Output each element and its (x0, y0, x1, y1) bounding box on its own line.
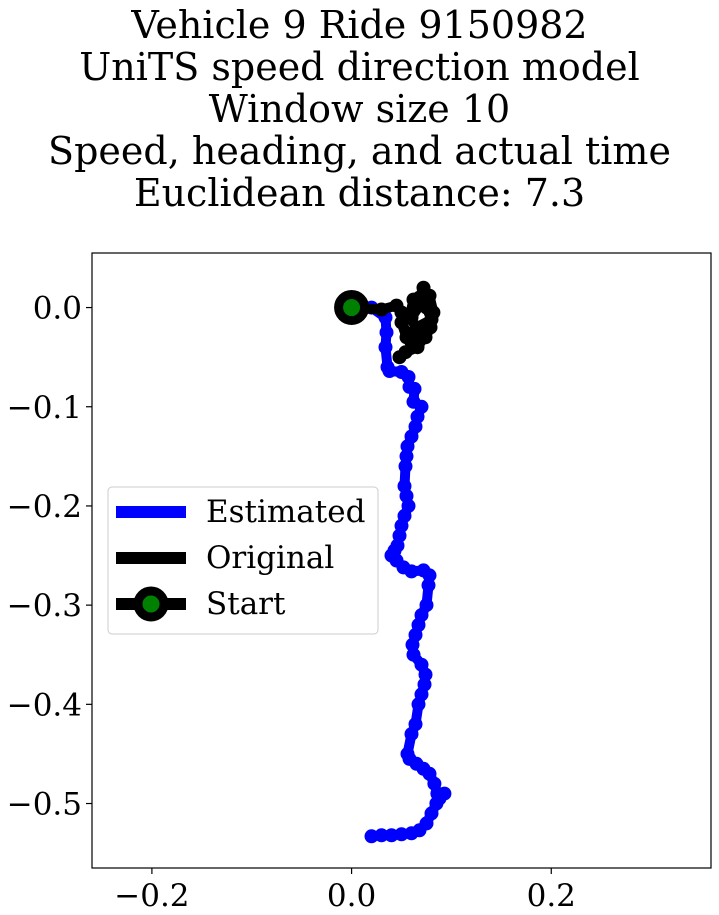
y-tick-label: −0.4 (7, 687, 82, 723)
legend-start-marker (133, 586, 169, 622)
data-point-estimated (404, 564, 419, 579)
data-point-estimated (421, 578, 436, 593)
title-line: UniTS speed direction model (79, 45, 640, 89)
data-point-original (410, 340, 425, 355)
data-point-estimated (404, 727, 419, 742)
data-point-original (406, 292, 421, 307)
data-point-original (423, 320, 438, 335)
series-estimated (344, 300, 452, 844)
series-original (344, 280, 441, 365)
title-line: Euclidean distance: 7.3 (133, 171, 586, 215)
data-point-original (392, 350, 407, 365)
data-point-original (426, 305, 441, 320)
data-point-original (394, 315, 409, 330)
y-tick-label: 0.0 (33, 291, 82, 327)
title-line: Window size 10 (208, 87, 511, 131)
x-tick-label: 0.2 (527, 878, 576, 914)
legend-label-original: Original (206, 540, 334, 576)
data-point-estimated (384, 828, 399, 843)
x-tick-label: 0.0 (327, 878, 376, 914)
data-point-estimated (406, 647, 421, 662)
data-point-estimated (364, 829, 379, 844)
y-tick-label: −0.2 (7, 489, 82, 525)
chart-title: Vehicle 9 Ride 9150982 UniTS speed direc… (0, 4, 719, 214)
legend-label-start: Start (206, 586, 286, 622)
x-tick-label: −0.2 (114, 878, 189, 914)
data-point-estimated (398, 459, 413, 474)
data-point-original (374, 302, 389, 317)
data-point-estimated (437, 786, 452, 801)
legend-label-estimated: Estimated (206, 494, 365, 530)
legend: Estimated Original Start (107, 486, 379, 635)
data-point-estimated (382, 364, 397, 378)
title-line: Vehicle 9 Ride 9150982 (131, 3, 588, 47)
y-tick-label: −0.1 (7, 390, 82, 426)
title-line: Speed, heading, and actual time (48, 129, 671, 173)
chart-marks (334, 280, 452, 844)
y-tick-label: −0.5 (7, 787, 82, 823)
data-point-estimated (407, 381, 422, 396)
data-point-estimated (378, 340, 393, 355)
start-marker (334, 290, 370, 326)
data-point-estimated (379, 325, 394, 340)
data-point-original (422, 288, 437, 303)
x-axis: −0.2 0.0 0.2 (114, 868, 576, 914)
legend-box (107, 486, 379, 635)
y-axis: 0.0 −0.1 −0.2 −0.3 −0.4 −0.5 (7, 291, 92, 823)
data-point-estimated (411, 697, 426, 712)
plot-frame (91, 252, 712, 869)
y-tick-label: −0.3 (7, 588, 82, 624)
